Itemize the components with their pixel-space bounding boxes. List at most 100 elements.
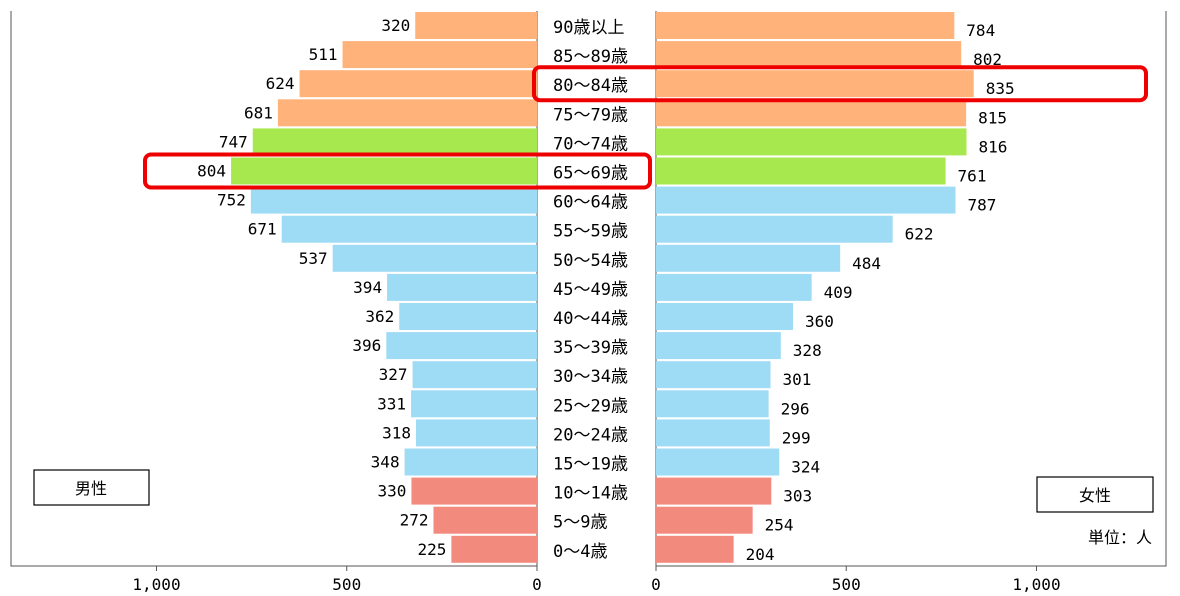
male-value-label: 747 [219,132,248,151]
female-value-label: 324 [791,458,820,477]
female-bar [656,244,841,272]
age-category-label: 90歳以上 [553,18,624,38]
male-legend-label: 男性 [75,479,107,498]
male-value-label: 320 [381,16,410,35]
female-bar [656,361,771,389]
axis-ticks-layer: 1,000 500 0 0 500 1,000 [132,566,1061,594]
female-value-label: 815 [978,108,1007,127]
male-bar [342,41,537,69]
male-value-label: 681 [244,103,273,122]
female-legend-box [1036,476,1154,513]
female-value-label: 802 [973,50,1002,69]
female-bar [656,273,812,301]
male-value-label: 327 [379,365,408,384]
male-bar [451,535,537,563]
age-category-label: 85～89歳 [553,47,628,67]
age-category-label: 55～59歳 [553,222,628,242]
age-category-label: 65～69歳 [553,164,628,184]
female-bar [656,332,781,360]
male-value-label: 225 [417,540,446,559]
male-bar [252,128,538,156]
female-bar [656,303,793,330]
male-value-label: 671 [248,220,277,239]
female-bar [656,535,734,563]
female-bar [656,41,962,69]
male-bar [250,186,537,214]
male-value-label: 537 [299,249,328,268]
male-bar [412,361,537,389]
female-value-label: 254 [765,516,794,535]
age-category-label: 5～9歳 [553,513,607,533]
female-bar [656,128,967,156]
female-bar [656,157,946,185]
male-bar [416,419,537,447]
male-bar [411,477,537,505]
female-value-label: 296 [781,399,810,418]
male-axis-tick-label: 1,000 [132,575,180,594]
age-category-label: 25～29歳 [553,396,628,416]
female-bar [656,506,753,534]
male-value-label: 511 [309,45,338,64]
age-category-label: 30～34歳 [553,367,628,387]
female-axis-tick-label: 1,000 [1012,575,1060,594]
male-bar [404,448,537,476]
male-bar [399,303,537,330]
male-bar [231,157,537,185]
male-value-label: 752 [217,191,246,210]
age-category-label: 75～79歳 [553,105,628,125]
female-bar [656,419,770,447]
female-value-label: 204 [746,545,775,564]
female-value-label: 622 [905,225,934,244]
male-bar [281,215,537,243]
value-labels-layer: 320 784 511 802 624 835 681 815 747 816 804 761 752 7… [197,16,1014,564]
highlight-box-65-69 [143,152,652,190]
age-category-label: 60～64歳 [553,193,628,213]
female-value-label: 835 [986,79,1015,98]
male-bar [277,99,537,127]
female-bar [656,448,780,476]
male-bar [411,390,537,418]
male-value-label: 318 [382,423,411,442]
female-bar [656,477,772,505]
male-bar [299,70,537,98]
female-value-label: 484 [852,254,881,273]
female-value-label: 816 [978,137,1007,156]
highlight-boxes [143,65,1148,190]
male-bar [387,273,537,301]
male-value-label: 624 [266,74,295,93]
unit-label: 単位：人 [1088,528,1152,547]
female-bar [656,12,955,39]
male-value-label: 396 [352,336,381,355]
male-bar [386,332,537,360]
age-category-label: 20～24歳 [553,425,628,445]
female-bar [656,215,893,243]
age-category-label: 50～54歳 [553,251,628,271]
male-axis-tick-label: 0 [532,575,542,594]
highlight-box-80-84 [532,65,1148,103]
male-value-label: 394 [353,278,382,297]
male-value-label: 272 [400,511,429,530]
male-value-label: 362 [365,307,394,326]
legend-layer: 男性 女性 単位：人 [33,469,1154,547]
female-axis-tick-label: 0 [651,575,661,594]
female-value-label: 787 [967,196,996,215]
male-bar [415,12,537,39]
male-legend-box [33,469,150,506]
female-legend-label: 女性 [1079,486,1111,505]
age-category-label: 35～39歳 [553,338,628,358]
female-value-label: 328 [793,341,822,360]
male-value-label: 348 [371,453,400,472]
female-bar [656,186,956,214]
age-category-labels: 90歳以上 85～89歳 80～84歳 75～79歳 70～74歳 65～69歳 60～64… [553,18,628,562]
female-value-label: 360 [805,312,834,331]
female-value-label: 784 [966,21,995,40]
female-value-label: 761 [958,167,987,186]
age-category-label: 10～14歳 [553,484,628,504]
female-bar [656,390,769,418]
age-category-label: 40～44歳 [553,309,628,329]
male-axis-tick-label: 500 [332,575,361,594]
male-value-label: 804 [197,162,226,181]
female-bar [656,99,967,127]
female-value-label: 301 [783,370,812,389]
age-category-label: 80～84歳 [553,76,628,96]
